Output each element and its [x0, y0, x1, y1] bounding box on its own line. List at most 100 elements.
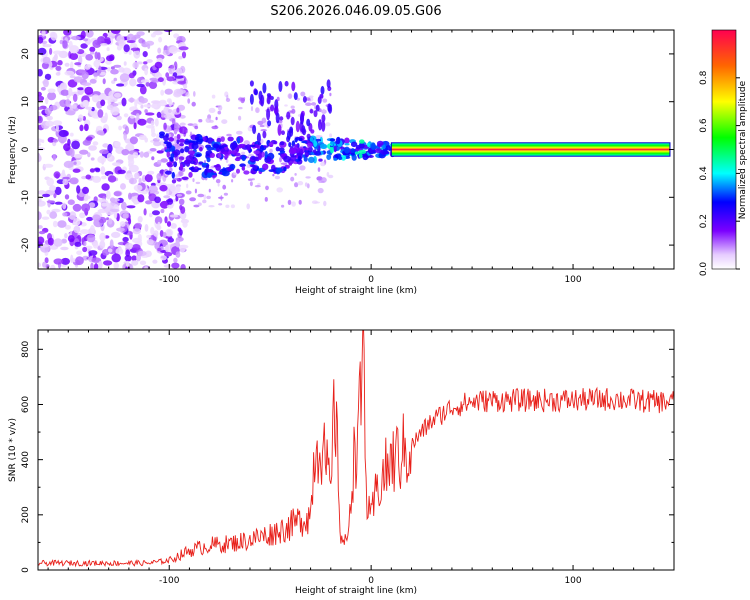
- noise-blob: [38, 111, 41, 117]
- noise-blob: [81, 203, 91, 212]
- noise-blob: [215, 179, 221, 184]
- noise-blob: [82, 246, 88, 253]
- noise-blob: [173, 126, 179, 132]
- signal-blob: [319, 94, 324, 99]
- noise-blob: [314, 201, 321, 204]
- noise-blob: [116, 115, 122, 121]
- noise-blob: [225, 204, 230, 208]
- signal-blob: [309, 109, 314, 114]
- signal-blob: [381, 144, 386, 150]
- signal-blob: [293, 92, 298, 101]
- signal-blob: [313, 140, 318, 148]
- noise-blob: [49, 47, 53, 55]
- noise-blob: [128, 72, 135, 79]
- noise-blob: [69, 52, 79, 61]
- signal-blob: [279, 150, 286, 154]
- noise-blob: [143, 104, 152, 108]
- noise-blob: [156, 159, 162, 165]
- noise-blob: [62, 40, 68, 49]
- noise-blob: [88, 202, 96, 209]
- noise-blob: [144, 174, 153, 183]
- noise-blob: [254, 185, 261, 188]
- signal-blob: [268, 169, 276, 173]
- signal-blob: [260, 94, 265, 107]
- signal-blob: [172, 149, 181, 156]
- noise-blob: [179, 204, 183, 211]
- noise-blob: [187, 123, 194, 126]
- noise-blob: [193, 91, 196, 97]
- noise-blob: [69, 75, 76, 79]
- noise-blob: [218, 203, 223, 206]
- noise-blob: [112, 162, 121, 167]
- noise-blob: [193, 204, 200, 208]
- y-tick-label: -20: [21, 237, 31, 252]
- noise-blob: [84, 86, 94, 95]
- noise-blob: [178, 46, 189, 51]
- signal-blob: [279, 116, 284, 121]
- y-tick-label: 800: [21, 340, 31, 357]
- noise-blob: [97, 198, 107, 202]
- noise-blob: [134, 99, 138, 108]
- noise-blob: [187, 98, 191, 104]
- noise-blob: [106, 55, 114, 62]
- noise-blob: [75, 256, 84, 266]
- noise-blob: [49, 211, 58, 219]
- noise-blob: [145, 112, 155, 116]
- signal-blob: [179, 163, 183, 171]
- noise-blob: [279, 157, 282, 163]
- noise-blob: [113, 191, 122, 197]
- signal-blob: [229, 163, 236, 170]
- noise-blob: [107, 175, 117, 183]
- noise-blob: [126, 40, 136, 44]
- y-tick-label: 0: [21, 567, 31, 573]
- signal-blob: [236, 136, 241, 144]
- noise-blob: [65, 110, 76, 116]
- x-tick-label: 100: [564, 275, 581, 285]
- noise-blob: [154, 216, 163, 225]
- noise-blob: [169, 46, 178, 54]
- noise-blob: [220, 195, 223, 201]
- noise-blob: [46, 177, 54, 187]
- signal-blob: [167, 163, 174, 168]
- noise-blob: [211, 94, 216, 99]
- noise-blob: [142, 51, 148, 58]
- noise-blob: [176, 89, 187, 95]
- noise-blob: [145, 200, 153, 205]
- noise-blob: [131, 244, 141, 251]
- signal-blob: [187, 150, 196, 155]
- signal-blob: [170, 153, 175, 159]
- x-tick-label: 0: [368, 275, 374, 285]
- noise-blob: [165, 244, 169, 253]
- noise-blob: [127, 192, 132, 200]
- noise-blob: [116, 35, 125, 44]
- signal-blob: [308, 146, 313, 153]
- noise-blob: [87, 152, 91, 158]
- noise-blob: [159, 230, 164, 237]
- noise-blob: [134, 172, 140, 180]
- signal-blob: [336, 146, 340, 151]
- noise-blob: [173, 257, 178, 263]
- signal-blob: [241, 155, 246, 162]
- signal-blob: [195, 153, 201, 157]
- noise-blob: [109, 239, 114, 249]
- noise-blob: [121, 201, 127, 211]
- noise-blob: [138, 177, 142, 184]
- noise-blob: [61, 257, 70, 265]
- noise-blob: [139, 151, 144, 158]
- noise-blob: [42, 193, 51, 198]
- signal-blob: [312, 149, 317, 153]
- signal-blob: [302, 128, 307, 136]
- signal-blob: [321, 120, 326, 132]
- noise-blob: [182, 128, 185, 134]
- noise-blob: [95, 168, 101, 173]
- noise-blob: [150, 120, 155, 126]
- signal-blob: [340, 154, 347, 161]
- noise-blob: [222, 184, 227, 190]
- colorbar-label: Normalized spectral amplitude: [738, 80, 748, 219]
- noise-blob: [174, 75, 184, 79]
- noise-blob: [151, 79, 160, 83]
- signal-blob: [246, 144, 251, 151]
- spectrogram-heatmap: [38, 30, 674, 269]
- signal-blob: [279, 141, 285, 146]
- noise-blob: [79, 149, 89, 155]
